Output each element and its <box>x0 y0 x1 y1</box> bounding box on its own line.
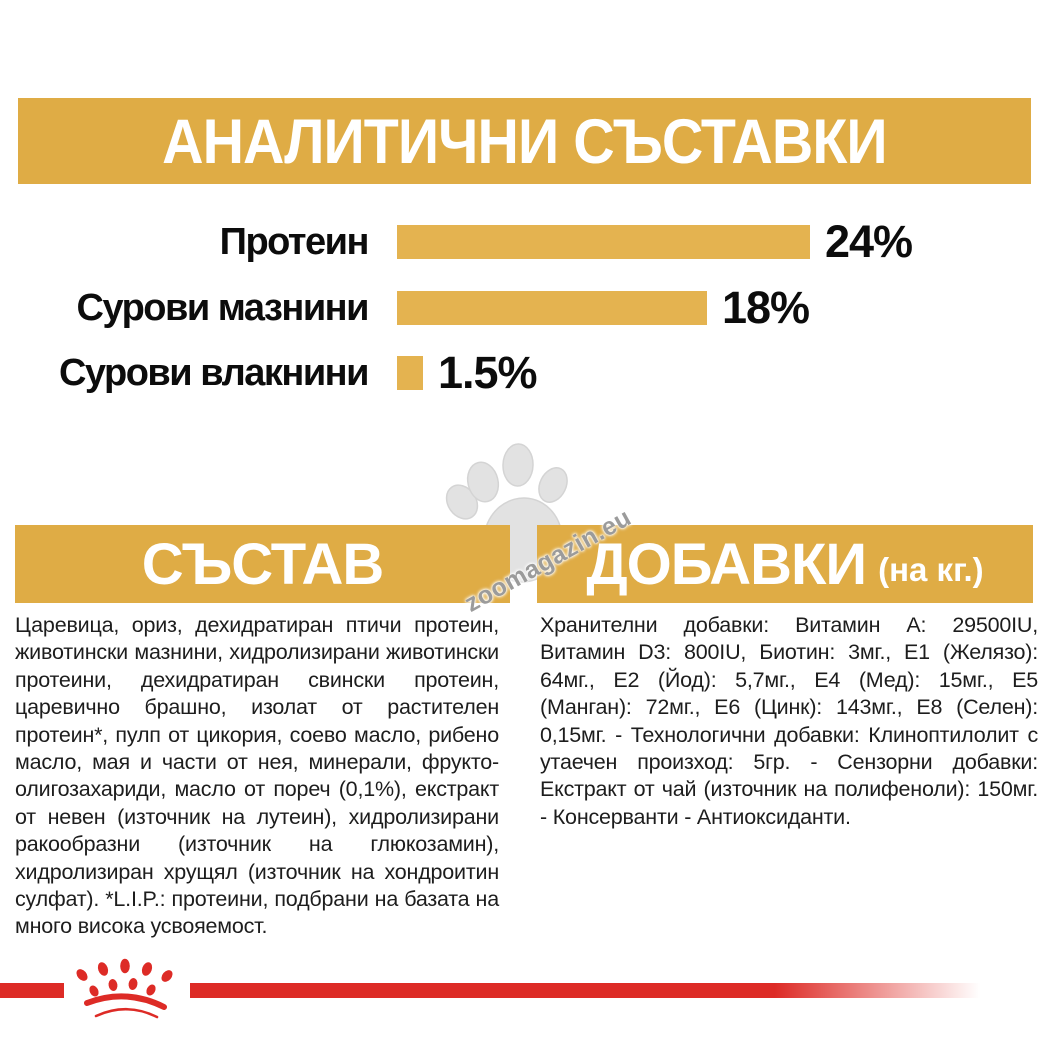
bar-value: 24% <box>825 216 913 267</box>
chart-row-protein: Протеин 24% <box>0 216 913 267</box>
analytical-components-banner: АНАЛИТИЧНИ СЪСТАВКИ <box>18 98 1031 184</box>
red-stripe-right <box>190 983 980 998</box>
bar-value: 18% <box>722 282 810 333</box>
composition-header: СЪСТАВ <box>15 525 510 603</box>
additives-title: ДОБАВКИ <box>586 531 867 597</box>
composition-title: СЪСТАВ <box>141 531 385 597</box>
bar-protein <box>397 225 810 259</box>
bar-value: 1.5% <box>438 347 538 398</box>
bar-fibre <box>397 356 423 390</box>
bar-label: Сурови мазнини <box>76 286 370 329</box>
royal-canin-crown-icon <box>76 958 173 1019</box>
page-title: АНАЛИТИЧНИ СЪСТАВКИ <box>162 105 887 177</box>
red-stripe-left <box>0 983 64 998</box>
bar-label: Протеин <box>219 220 370 263</box>
additives-body: Хранителни добавки: Витамин A: 29500IU, … <box>540 613 1038 829</box>
composition-body: Царевица, ориз, дехидратиран птичи проте… <box>15 613 499 939</box>
bar-label: Сурови влакнини <box>58 351 370 394</box>
bar-fat <box>397 291 707 325</box>
additives-title-suffix: (на кг.) <box>878 551 984 588</box>
chart-row-fibre: Сурови влакнини 1.5% <box>0 347 538 398</box>
additives-header: ДОБАВКИ (на кг.) <box>537 525 1033 603</box>
chart-row-fat: Сурови мазнини 18% <box>0 282 811 333</box>
